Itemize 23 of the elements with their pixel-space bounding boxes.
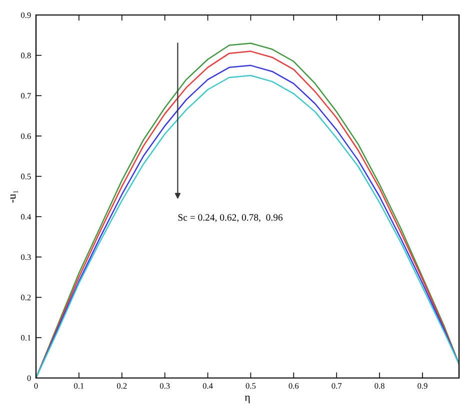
x-tick-label: 0.4: [202, 383, 213, 389]
y-tick-label: 0.7: [21, 93, 31, 99]
y-tick-label: 0.6: [21, 133, 31, 140]
y-tick-label: 0.1: [21, 335, 31, 341]
y-tick-label: 0.3: [21, 254, 31, 260]
y-tick-label: 0.9: [21, 12, 31, 18]
x-tick-label: 0.8: [374, 383, 384, 389]
annotation: Sc = 0.24, 0.62, 0.78, 0.96: [178, 214, 283, 222]
x-tick-label: 0.9: [418, 383, 428, 389]
y-tick-label: 0.4: [21, 214, 32, 220]
x-tick-label: 0.1: [74, 383, 84, 389]
x-tick-label: 0.5: [246, 383, 256, 389]
x-tick-label: 0.3: [160, 383, 170, 389]
y-tick-label: 0.5: [21, 174, 31, 180]
y-axis-title: -u₁: [10, 190, 18, 203]
x-tick-label: 0.7: [332, 383, 342, 389]
x-tick-label: 0.2: [117, 383, 127, 389]
y-tick-label: 0.8: [21, 52, 31, 58]
x-tick-label: 0: [34, 383, 38, 389]
x-axis-title: η: [244, 396, 250, 404]
y-tick-label: 0: [27, 375, 31, 381]
x-tick-label: 0.6: [288, 383, 299, 389]
y-tick-label: 0.2: [21, 294, 31, 300]
